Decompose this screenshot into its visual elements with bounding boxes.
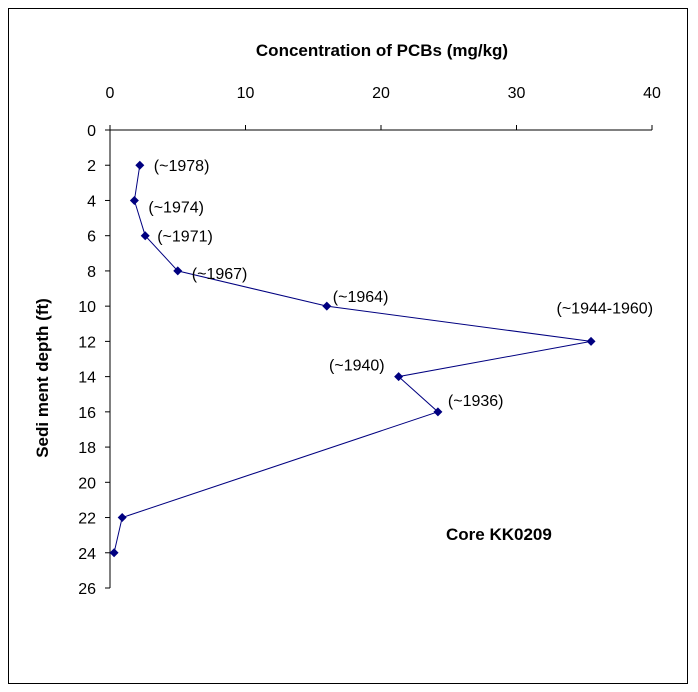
data-point-label: (~1974) [148,199,204,216]
y-tick-label: 4 [87,193,96,210]
y-tick-label: 18 [78,440,96,457]
data-point-marker [433,407,443,417]
data-point-label: (~1967) [192,266,248,283]
y-tick-label: 26 [78,581,96,598]
data-point-marker [109,548,119,558]
y-tick-label: 2 [87,158,96,175]
x-tick-label: 40 [643,85,661,102]
y-tick-label: 24 [78,546,96,563]
y-tick-label: 8 [87,264,96,281]
data-point-marker [140,231,150,241]
y-tick-label: 6 [87,229,96,246]
x-tick-label: 20 [372,85,390,102]
y-tick-label: 20 [78,475,96,492]
data-point-label: (~1964) [333,289,389,306]
chart-frame [8,8,688,684]
point-labels: (~1978) (~1974) (~1971) (~1967) (~1964) (~194… [148,158,653,410]
y-tick-label: 12 [78,334,96,351]
data-point-label: (~1978) [154,158,210,175]
data-point-marker [129,195,139,205]
y-tick-label: 22 [78,511,96,528]
x-tick-label: 0 [106,85,115,102]
x-tick-label: 30 [508,85,526,102]
data-point-label: (~1936) [448,393,504,410]
x-axis-title: Concentration of PCBs (mg/kg) [256,41,508,60]
y-axis-title: Sedi ment depth (ft) [33,298,52,458]
data-point-label: (~1944-1960) [557,300,654,317]
data-point-marker [117,513,127,523]
y-tick-label: 14 [78,370,96,387]
y-tick-label: 0 [87,123,96,140]
data-point-label: (~1940) [329,358,385,375]
core-annotation: Core KK0209 [446,525,552,544]
series-line [113,165,592,553]
data-point-marker [173,266,183,276]
data-point-marker [322,301,332,311]
data-point-marker [394,372,404,382]
data-point-marker [586,336,596,346]
x-tick-label: 10 [237,85,255,102]
y-tick-label: 10 [78,299,96,316]
data-point-marker [135,160,145,170]
y-tick-label: 16 [78,405,96,422]
data-series [109,160,596,558]
data-point-label: (~1971) [157,229,213,246]
